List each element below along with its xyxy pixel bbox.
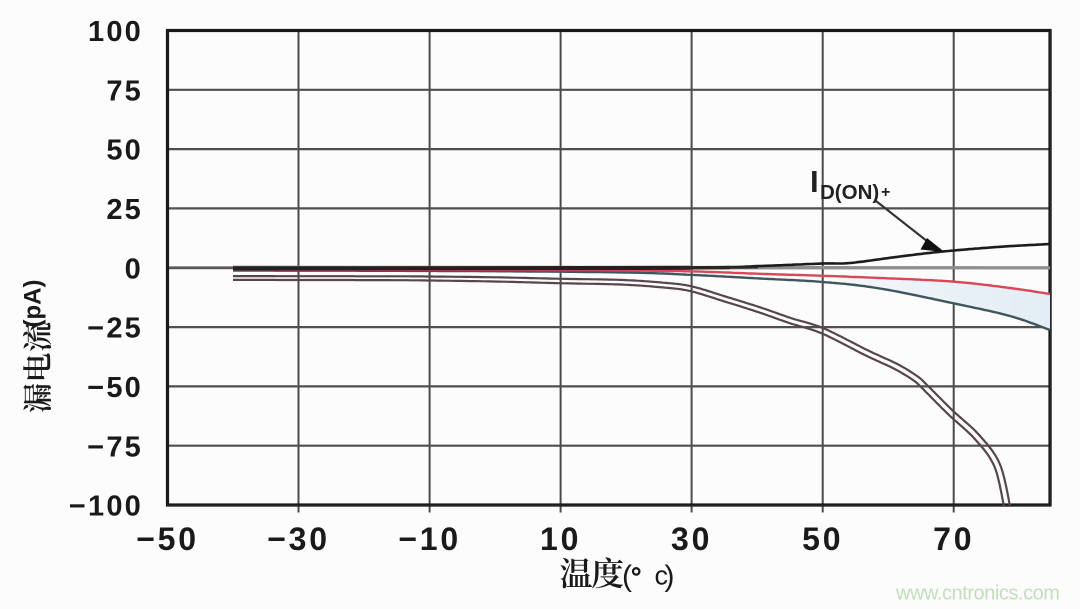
svg-text:50: 50 [802,521,843,557]
svg-text:I: I [810,164,819,199]
svg-text:25: 25 [106,194,143,226]
svg-text:+: + [881,184,890,201]
svg-text:−25: −25 [87,313,143,345]
svg-text:(: ( [622,560,632,593]
svg-text:−50: −50 [136,521,199,557]
svg-text:30: 30 [671,521,712,557]
svg-text:−50: −50 [87,372,143,404]
svg-text:(pA): (pA) [20,280,47,328]
svg-text:75: 75 [106,75,143,107]
svg-text:−100: −100 [69,491,143,523]
svg-text:50: 50 [106,135,143,167]
svg-text:0: 0 [125,253,143,285]
svg-text:www.cntronics.com: www.cntronics.com [895,583,1060,605]
svg-text:−30: −30 [267,521,330,557]
svg-text:c: c [655,561,669,591]
svg-text:−10: −10 [398,521,461,557]
svg-text:D(ON): D(ON) [820,181,879,204]
svg-text:100: 100 [88,16,143,48]
svg-text:): ) [665,560,675,593]
svg-text:10: 10 [540,521,581,557]
svg-text:70: 70 [933,521,974,557]
svg-text:−75: −75 [87,431,143,463]
